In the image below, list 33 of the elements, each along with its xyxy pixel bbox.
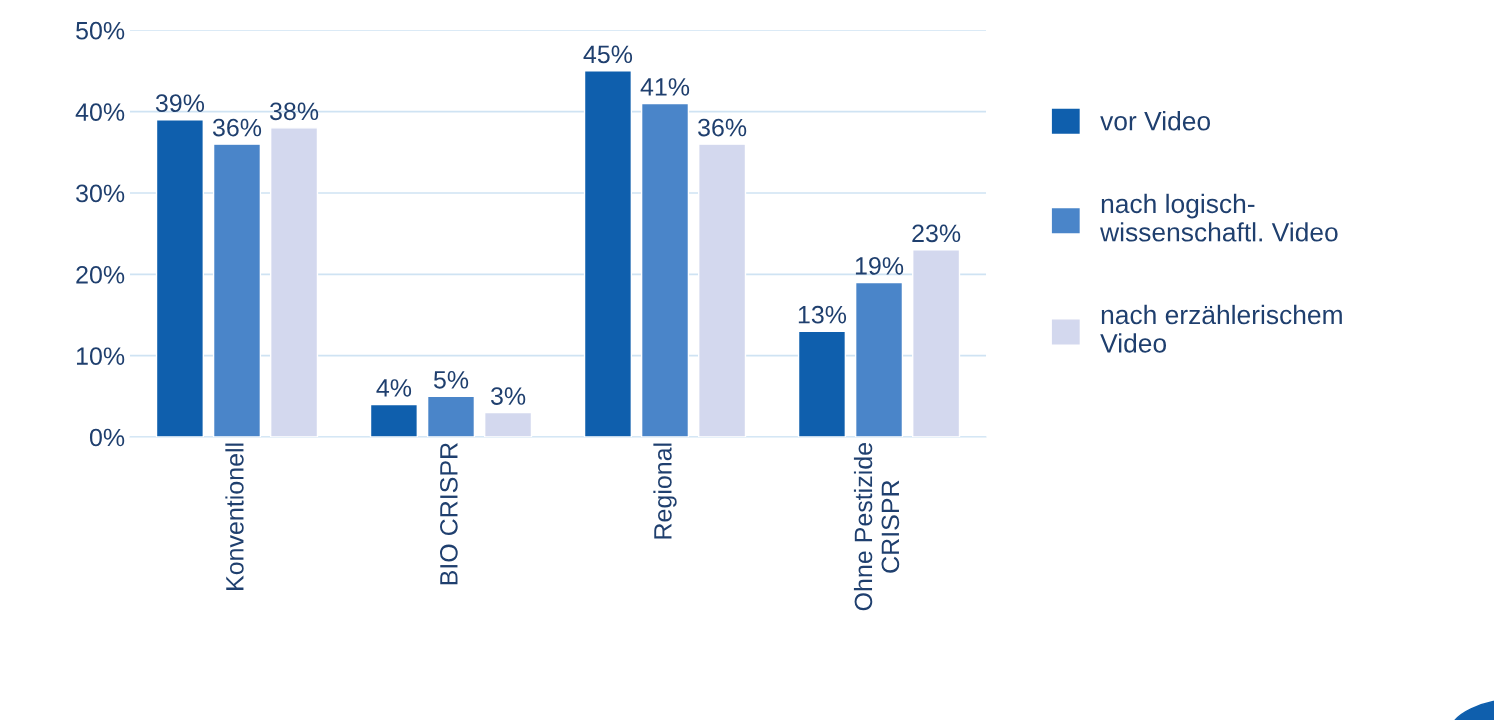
data-label: 19% bbox=[855, 257, 904, 275]
legend-label: vor Video bbox=[1100, 111, 1211, 131]
y-tick-label: 40% bbox=[75, 103, 125, 121]
bar bbox=[854, 281, 904, 438]
bar bbox=[797, 330, 847, 438]
bar bbox=[212, 143, 262, 438]
y-tick-label: 20% bbox=[76, 265, 125, 284]
bar bbox=[426, 395, 476, 438]
x-tick-label: Ohne Pestizide CRISPR bbox=[853, 443, 900, 611]
legend-label: nach erzählerischem Video bbox=[1100, 304, 1342, 353]
y-tick-label: 50% bbox=[76, 21, 125, 40]
x-tick-label: BIO CRISPR bbox=[440, 443, 458, 585]
x-tick-label: Konventionell bbox=[225, 443, 244, 590]
x-tick-label: Regional bbox=[653, 443, 677, 539]
y-tick-label: 30% bbox=[76, 184, 125, 203]
y-tick-label: 0% bbox=[89, 428, 125, 447]
data-label: 4% bbox=[376, 379, 412, 397]
bar bbox=[369, 403, 419, 438]
y-tick-label: 10% bbox=[76, 347, 125, 365]
data-label: 5% bbox=[433, 371, 469, 389]
legend-label: nach logisch- wissenschaftl. Video bbox=[1100, 193, 1338, 242]
bar bbox=[583, 70, 633, 438]
data-label: 45% bbox=[583, 45, 633, 64]
data-label: 41% bbox=[640, 78, 690, 96]
data-label: 3% bbox=[490, 387, 526, 405]
bar bbox=[640, 102, 690, 438]
data-label: 36% bbox=[212, 118, 262, 137]
data-label: 39% bbox=[155, 94, 205, 113]
data-label: 13% bbox=[798, 305, 847, 324]
data-label: 38% bbox=[269, 102, 319, 121]
data-label: 23% bbox=[912, 224, 961, 243]
bar bbox=[155, 119, 205, 438]
data-label: 36% bbox=[698, 118, 747, 137]
